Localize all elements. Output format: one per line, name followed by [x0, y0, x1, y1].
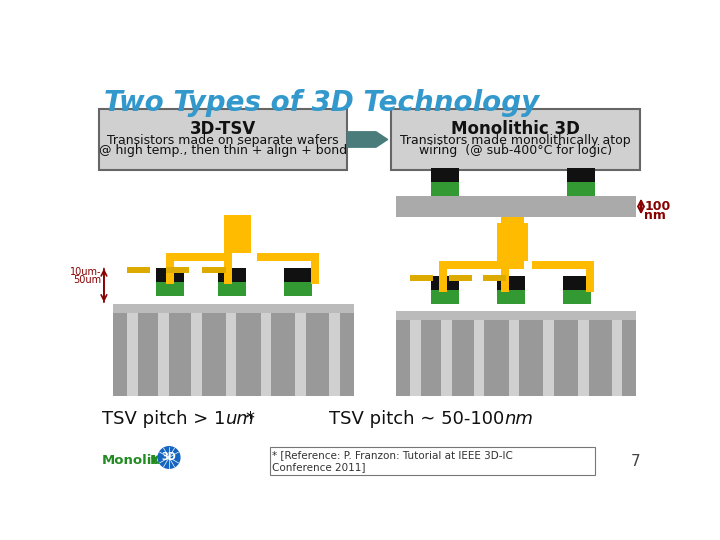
Bar — [563, 289, 590, 303]
Bar — [508, 311, 519, 396]
Text: 3D: 3D — [162, 453, 176, 462]
Bar — [438, 261, 446, 292]
Bar — [113, 311, 354, 396]
Bar — [396, 195, 636, 217]
Text: Transistors made on separate wafers: Transistors made on separate wafers — [107, 134, 339, 147]
Bar — [438, 261, 508, 269]
Text: Transistors made monolithically atop: Transistors made monolithically atop — [400, 134, 631, 147]
Bar — [99, 110, 347, 170]
Text: nm: nm — [505, 410, 534, 428]
Bar — [191, 303, 202, 396]
Text: nm: nm — [644, 209, 666, 222]
Text: um: um — [225, 410, 254, 428]
Bar — [218, 268, 246, 282]
Bar — [166, 267, 189, 273]
Bar — [156, 282, 184, 296]
Bar — [500, 211, 524, 269]
Bar — [166, 253, 174, 284]
Text: 3D-TSV: 3D-TSV — [190, 120, 256, 138]
Text: 50um: 50um — [73, 275, 102, 285]
Bar — [396, 311, 636, 396]
Bar — [224, 215, 251, 253]
Text: Monolithic 3D: Monolithic 3D — [451, 120, 580, 138]
Bar — [474, 311, 485, 396]
Bar — [270, 448, 595, 475]
Bar — [224, 215, 251, 242]
Bar — [127, 267, 150, 273]
Bar — [166, 253, 232, 261]
Bar — [391, 110, 640, 170]
Text: *: * — [245, 410, 254, 428]
Bar — [261, 303, 271, 396]
Bar — [410, 275, 433, 281]
Bar — [311, 253, 319, 284]
Bar — [497, 289, 525, 303]
Text: Two Types of 3D Technology: Two Types of 3D Technology — [104, 90, 539, 117]
Bar — [224, 253, 232, 284]
Bar — [563, 276, 590, 289]
Text: IC: IC — [150, 454, 164, 467]
Bar — [567, 182, 595, 195]
Bar — [544, 311, 554, 396]
Bar — [500, 261, 508, 292]
Bar — [329, 303, 340, 396]
Bar — [158, 303, 169, 396]
Bar — [295, 303, 306, 396]
Bar — [483, 275, 506, 281]
Bar — [431, 289, 459, 303]
Bar — [586, 261, 594, 292]
Text: 100: 100 — [644, 200, 670, 213]
Bar — [441, 311, 452, 396]
Text: TSV pitch > 1: TSV pitch > 1 — [102, 410, 225, 428]
Text: TSV pitch ∼ 50-100: TSV pitch ∼ 50-100 — [329, 410, 505, 428]
Bar — [611, 311, 622, 396]
Circle shape — [158, 447, 180, 468]
FancyArrow shape — [347, 132, 387, 147]
Bar — [218, 282, 246, 296]
Bar — [202, 267, 225, 273]
Bar — [431, 276, 459, 289]
Bar — [396, 177, 636, 392]
Bar — [113, 177, 354, 392]
Bar — [256, 253, 319, 261]
Text: 7: 7 — [631, 454, 640, 469]
Text: * [Reference: P. Franzon: Tutorial at IEEE 3D-IC
Conference 2011]: * [Reference: P. Franzon: Tutorial at IE… — [272, 450, 513, 472]
Bar — [567, 168, 595, 182]
Text: wiring  (@ sub-400°C for logic): wiring (@ sub-400°C for logic) — [419, 144, 612, 157]
Text: Monolith: Monolith — [102, 454, 168, 467]
Bar — [410, 311, 421, 396]
Bar — [449, 275, 472, 281]
Text: 10um-: 10um- — [70, 267, 102, 278]
Bar — [156, 268, 184, 282]
Bar — [225, 303, 236, 396]
Bar — [578, 311, 589, 396]
Bar — [431, 182, 459, 195]
Bar — [284, 268, 312, 282]
Bar — [127, 303, 138, 396]
Bar — [532, 261, 594, 269]
Bar — [431, 168, 459, 182]
Bar — [396, 311, 636, 320]
Bar — [284, 282, 312, 296]
Text: @ high temp., then thin + align + bond: @ high temp., then thin + align + bond — [99, 144, 347, 157]
Bar — [113, 303, 354, 313]
Bar — [497, 276, 525, 289]
Bar — [497, 222, 528, 261]
